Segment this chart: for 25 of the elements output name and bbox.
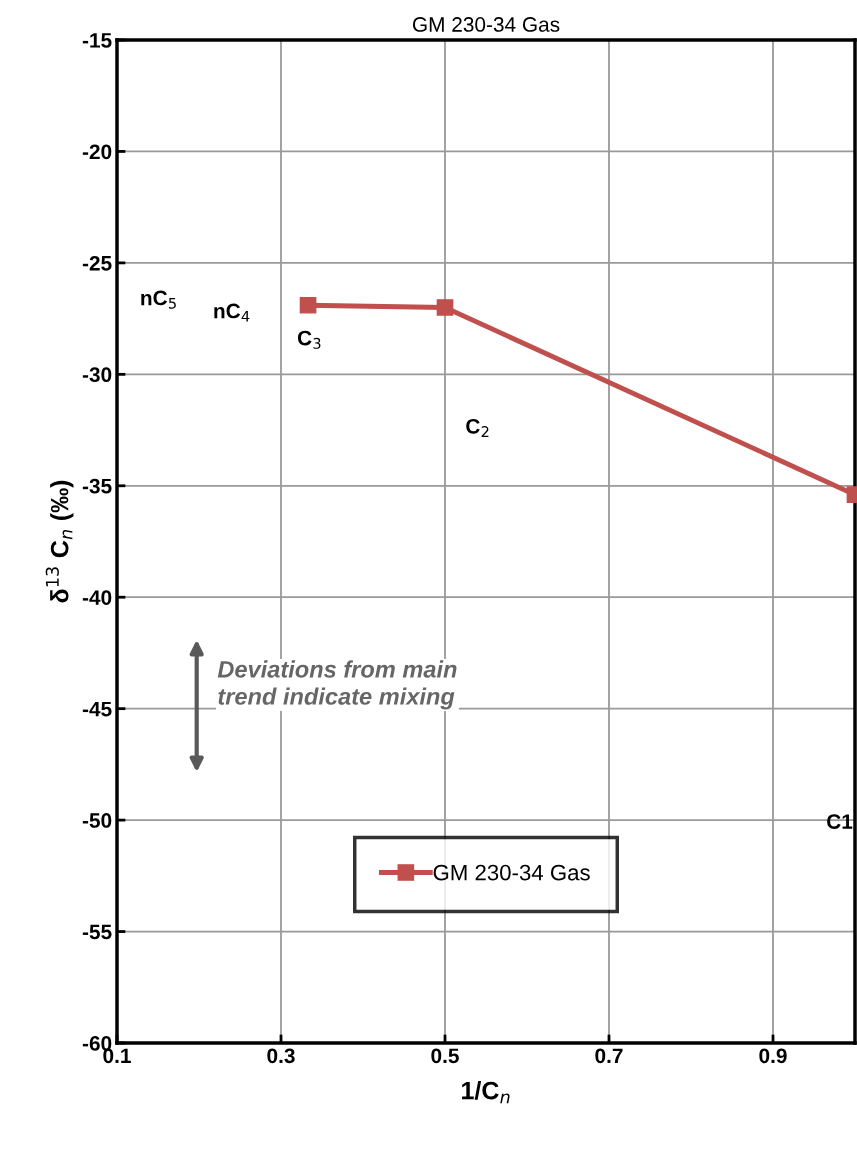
x-tick-label: 0.5 [431,1048,459,1064]
y-tick-label: -15 [82,33,112,48]
y-tick-label: -45 [82,701,112,717]
y-tick-label: -25 [82,255,112,271]
legend-label: GM 230-34 Gas [433,864,590,881]
y-tick-label: -30 [82,367,112,383]
x-tick-label: 0.9 [759,1048,787,1064]
point [299,296,317,314]
y-tick-label: -55 [82,924,112,940]
annotation: C$_{3}$ [297,330,321,349]
annotation: C$_{2}$ [466,418,489,437]
y-tick-label: -50 [82,813,112,828]
y-tick-label: -40 [82,590,112,605]
annotation: nC$_{5}$ [141,290,176,309]
y-tick-label: -35 [82,478,112,494]
chart-title: GM 230-34 Gas [412,17,560,32]
y-axis-title: δ$^{13}$ C$_{n}$ (‰) [45,480,74,603]
annotation: nC$_{4}$ [214,303,250,322]
point [436,299,454,316]
x-tick-label: 0.3 [267,1048,295,1064]
y-tick-label: -20 [82,144,112,160]
x-tick-label: 0.7 [595,1048,623,1064]
annotation: C1 [827,814,853,829]
annotation: Deviations from main trend indicate mixing [217,660,457,710]
x-axis-title: 1/C$_{n}$ [462,1081,510,1104]
